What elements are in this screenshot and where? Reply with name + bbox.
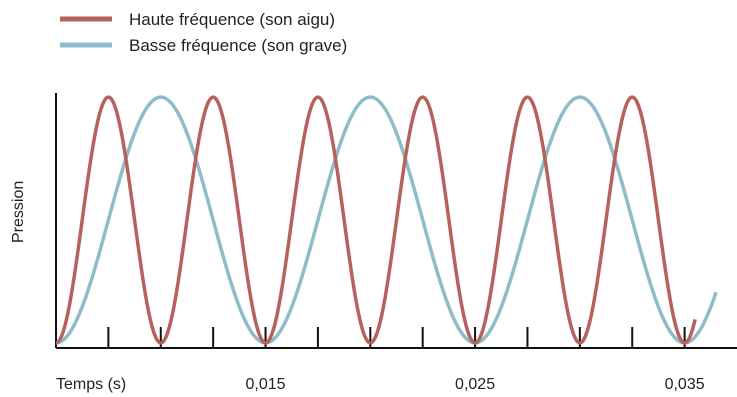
x-tick-label-2: 0,035 — [665, 376, 705, 393]
x-tick-labels: 0,015 0,025 0,035 — [246, 376, 705, 393]
legend-label-low: Basse fréquence (son grave) — [129, 36, 347, 55]
series-layer — [55, 95, 718, 345]
legend-label-high: Haute fréquence (son aigu) — [129, 10, 335, 29]
x-tick-label-1: 0,025 — [455, 376, 495, 393]
x-tick-label-0: 0,015 — [246, 376, 286, 393]
legend: Haute fréquence (son aigu) Basse fréquen… — [60, 10, 347, 55]
y-axis-label: Pression — [10, 181, 27, 243]
x-ticks — [107, 327, 686, 348]
series-line-high-frequency — [55, 95, 697, 345]
x-axis-label: Temps (s) — [56, 376, 126, 393]
series-line-low-frequency — [55, 95, 718, 345]
